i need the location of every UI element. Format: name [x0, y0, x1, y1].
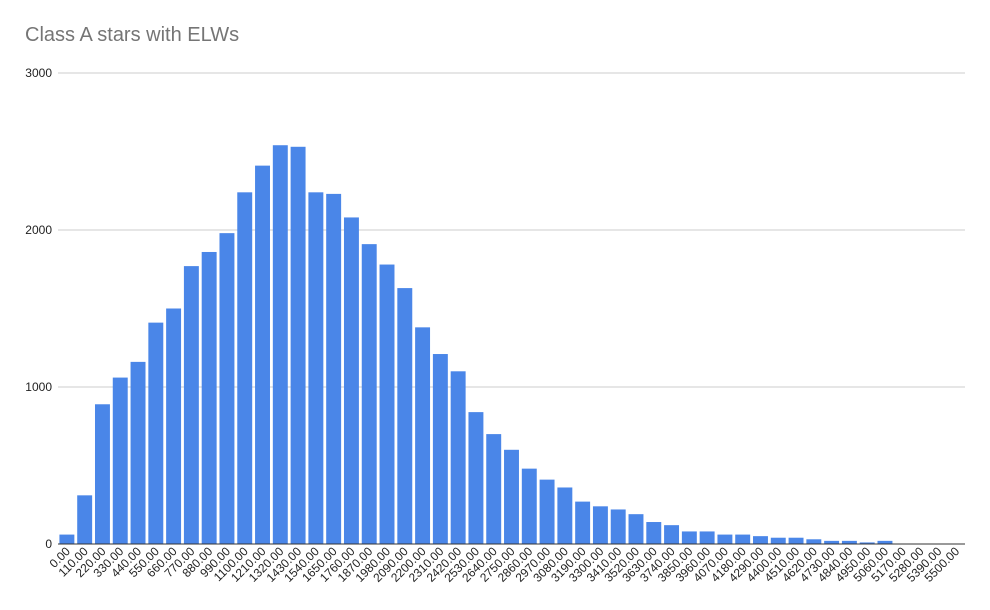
bar — [450, 371, 466, 544]
bar — [326, 193, 342, 544]
bar — [343, 217, 359, 544]
bar — [415, 327, 431, 544]
bar — [770, 537, 786, 544]
bar — [841, 540, 857, 544]
bar — [788, 537, 804, 544]
bar — [717, 534, 733, 544]
bar — [824, 540, 840, 544]
bar — [504, 449, 519, 544]
bar — [77, 495, 93, 544]
bar — [290, 146, 306, 545]
bar — [539, 479, 555, 544]
y-tick-labels: 0 1000 2000 3000 — [25, 66, 52, 551]
bar — [610, 509, 626, 544]
bar — [59, 534, 75, 544]
bar — [735, 534, 751, 544]
chart-title: Class A stars with ELWs — [25, 24, 240, 46]
bar — [166, 308, 182, 544]
bar — [628, 514, 644, 544]
bar — [272, 145, 288, 544]
bar — [237, 192, 253, 544]
y-tick-label: 0 — [45, 537, 52, 551]
bar — [753, 536, 768, 544]
bar — [255, 165, 270, 544]
bars — [59, 145, 893, 545]
bar — [112, 377, 128, 544]
bar — [219, 233, 235, 544]
bar — [699, 531, 715, 544]
bar — [308, 192, 324, 544]
bar — [877, 540, 893, 544]
bar — [521, 468, 537, 544]
bar — [806, 539, 822, 544]
bar — [575, 501, 591, 544]
bar — [557, 487, 573, 544]
bar — [681, 531, 697, 544]
bar — [859, 542, 875, 544]
bar — [646, 522, 662, 544]
bar — [432, 354, 448, 544]
y-tick-label: 1000 — [25, 380, 52, 394]
bar — [148, 322, 164, 544]
bar — [468, 412, 484, 544]
bar — [361, 244, 377, 544]
bar — [397, 288, 413, 544]
bar — [130, 361, 146, 544]
bar — [592, 506, 608, 544]
y-tick-label: 3000 — [25, 66, 52, 80]
y-tick-label: 2000 — [25, 223, 52, 237]
x-tick-labels: 0.00110.00220.00330.00440.00550.00660.00… — [47, 544, 963, 585]
bar — [379, 264, 395, 544]
bar — [664, 525, 680, 544]
bar — [94, 404, 110, 544]
bar — [486, 434, 502, 544]
bar — [183, 266, 199, 544]
bar — [201, 251, 217, 545]
